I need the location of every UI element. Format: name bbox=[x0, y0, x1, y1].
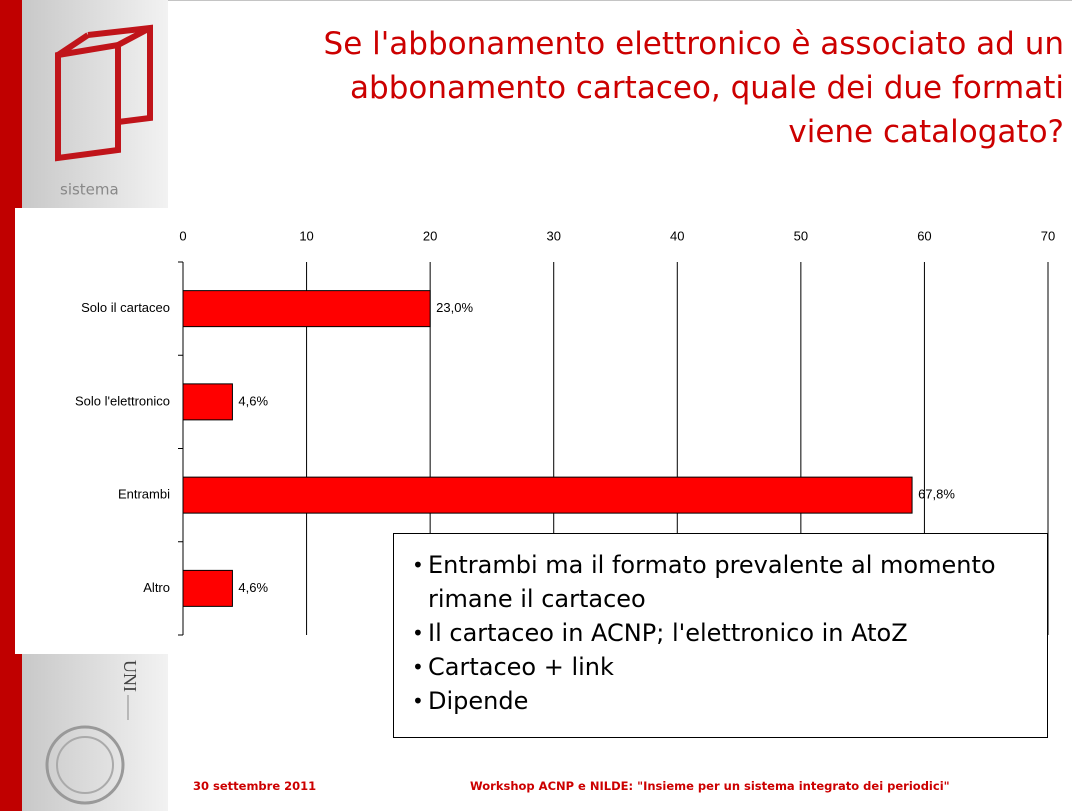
x-tick-label: 40 bbox=[670, 228, 684, 243]
seal bbox=[45, 725, 125, 805]
x-tick-label: 30 bbox=[546, 228, 560, 243]
value-label: 4,6% bbox=[238, 580, 268, 595]
x-tick-label: 60 bbox=[917, 228, 931, 243]
bullet: Il cartaceo in ACNP; l'elettronico in At… bbox=[412, 616, 996, 650]
title-line: abbonamento cartaceo, quale dei due form… bbox=[350, 70, 1064, 106]
y-tick-label: Solo l'elettronico bbox=[75, 393, 170, 408]
bullet: Dipende bbox=[412, 684, 996, 718]
seal bbox=[56, 736, 114, 794]
bar bbox=[182, 476, 913, 514]
x-tick-label: 50 bbox=[794, 228, 808, 243]
bar bbox=[182, 290, 431, 328]
footer-date: 30 settembre 2011 bbox=[193, 779, 317, 793]
x-tick-label: 0 bbox=[179, 228, 186, 243]
x-tick-label: 20 bbox=[423, 228, 437, 243]
bullet: Cartaceo + link bbox=[412, 650, 996, 684]
y-tick-label: Solo il cartaceo bbox=[81, 300, 170, 315]
text-box: Entrambi ma il formato prevalente al mom… bbox=[393, 533, 1048, 738]
value-label: 4,6% bbox=[238, 393, 268, 408]
title: Se l'abbonamento elettronico è associato… bbox=[164, 22, 1064, 154]
x-tick-label: 10 bbox=[299, 228, 313, 243]
logo-text: sistema bbox=[60, 181, 119, 199]
bullet: Entrambi ma il formato prevalente al mom… bbox=[412, 548, 996, 616]
logo bbox=[55, 24, 153, 162]
bar bbox=[182, 383, 233, 421]
title-line: viene catalogato? bbox=[788, 114, 1064, 150]
title-line: Se l'abbonamento elettronico è associato… bbox=[323, 26, 1064, 62]
logo-text: UNI bbox=[120, 660, 140, 692]
x-tick-label: 70 bbox=[1041, 228, 1055, 243]
bar bbox=[182, 569, 233, 607]
value-label: 23,0% bbox=[436, 300, 473, 315]
value-label: 67,8% bbox=[918, 487, 955, 502]
y-tick-label: Altro bbox=[143, 580, 170, 595]
y-tick-label: Entrambi bbox=[118, 487, 170, 502]
bullet-list: Entrambi ma il formato prevalente al mom… bbox=[412, 548, 996, 718]
footer-event: Workshop ACNP e NILDE: "Insieme per un s… bbox=[470, 779, 950, 793]
